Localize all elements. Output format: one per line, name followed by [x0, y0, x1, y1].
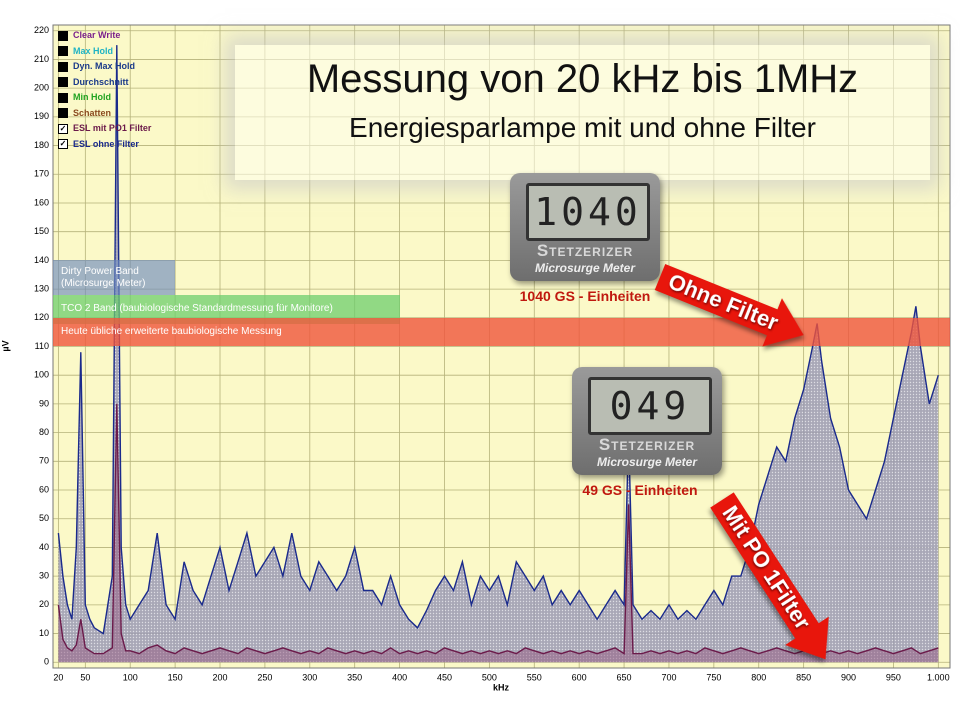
y-tick-label: 90 — [39, 398, 49, 408]
x-tick-label: 950 — [886, 672, 901, 682]
y-tick-label: 80 — [39, 427, 49, 437]
x-tick-label: 200 — [212, 672, 227, 682]
arrow-body — [654, 264, 804, 347]
legend-label: Durchschnitt — [73, 76, 129, 87]
x-tick-label: 900 — [841, 672, 856, 682]
arrow-shape — [710, 492, 829, 660]
x-tick-label: 500 — [482, 672, 497, 682]
arrow: Ohne Filter — [652, 257, 812, 356]
legend-checkbox — [58, 92, 68, 103]
x-tick-label: 750 — [706, 672, 721, 682]
meter-caption: 1040 GS - Einheiten — [519, 288, 651, 304]
y-tick-label: 180 — [34, 140, 49, 150]
y-tick-label: 30 — [39, 571, 49, 581]
legend-entry: Max Hold — [58, 44, 151, 60]
legend-checkbox — [58, 108, 68, 119]
x-tick-label: 550 — [527, 672, 542, 682]
legend-entry: ✓ ESL mit PO1 Filter — [58, 121, 151, 137]
y-tick-label: 0 — [44, 657, 49, 667]
x-tick-label: 250 — [257, 672, 272, 682]
y-tick-label: 140 — [34, 255, 49, 265]
x-tick-label: 20 — [53, 672, 63, 682]
y-tick-label: 10 — [39, 628, 49, 638]
meter-model: Microsurge Meter — [534, 261, 636, 275]
meter-brand: Stetzerizer — [536, 241, 634, 260]
y-tick-label: 200 — [34, 83, 49, 93]
meter: 1040 Stetzerizer Microsurge Meter — [510, 173, 660, 281]
legend-entry: ✓ ESL ohne Filter — [58, 137, 151, 153]
meter-display: 1040 — [526, 183, 650, 241]
series-line — [57, 403, 939, 655]
y-tick-label: 120 — [34, 312, 49, 322]
legend-label: ESL mit PO1 Filter — [73, 123, 152, 133]
x-tick-label: 450 — [437, 672, 452, 682]
y-tick-label: 130 — [34, 283, 49, 293]
y-tick-label: 220 — [34, 25, 49, 35]
legend: Clear Write Max Hold Dyn. Max Hold Durchsch… — [58, 28, 151, 152]
y-tick-label: 210 — [34, 54, 49, 64]
chart-subtitle: Energiesparlampe mit und ohne Filter — [349, 112, 816, 143]
x-tick-label: 600 — [572, 672, 587, 682]
legend-checkbox — [58, 30, 68, 41]
x-tick-label: 100 — [123, 672, 138, 682]
legend-checkbox: ✓ — [58, 123, 68, 134]
y-tick-label: 190 — [34, 111, 49, 121]
y-tick-label: 160 — [34, 197, 49, 207]
meter: 049 Stetzerizer Microsurge Meter — [572, 367, 722, 475]
meter-model: Microsurge Meter — [596, 455, 698, 469]
legend-entry: Durchschnitt — [58, 75, 151, 91]
legend-entry: Min Hold — [58, 90, 151, 106]
x-tick-label: 400 — [392, 672, 407, 682]
legend-entry: Clear Write — [58, 28, 151, 44]
y-tick-label: 100 — [34, 370, 49, 380]
y-tick-label: 150 — [34, 226, 49, 236]
legend-label: ESL ohne Filter — [73, 138, 139, 149]
x-tick-label: 1.000 — [927, 672, 950, 682]
y-axis-label: µV — [0, 340, 10, 351]
chart-title: Messung von 20 kHz bis 1MHz — [306, 57, 859, 101]
legend-entry: Schatten — [58, 106, 151, 122]
arrow-body — [710, 492, 829, 660]
legend-label: Max Hold — [73, 45, 114, 56]
legend-label: Dyn. Max Hold — [73, 61, 136, 71]
y-tick-label: 20 — [39, 599, 49, 609]
legend-label: Clear Write — [73, 30, 121, 40]
x-tick-label: 300 — [302, 672, 317, 682]
x-tick-label: 800 — [751, 672, 766, 682]
legend-checkbox — [58, 46, 68, 57]
series-area — [58, 45, 939, 663]
plot-frame — [52, 24, 951, 669]
series-line — [57, 45, 939, 635]
x-tick-label: 700 — [661, 672, 676, 682]
legend-checkbox — [58, 61, 68, 72]
x-tick-label: 650 — [617, 672, 632, 682]
x-tick-label: 350 — [347, 672, 362, 682]
arrow: Mit PO 1Filter — [704, 488, 844, 671]
meter-caption: 49 GS - Einheiten — [582, 482, 698, 498]
y-tick-label: 60 — [39, 484, 49, 494]
y-tick-label: 40 — [39, 542, 49, 552]
x-tick-label: 850 — [796, 672, 811, 682]
legend-label: Min Hold — [73, 92, 111, 102]
meter-display: 049 — [588, 377, 712, 435]
legend-entry: Dyn. Max Hold — [58, 59, 151, 75]
x-axis-label: kHz — [493, 682, 510, 692]
y-tick-label: 110 — [35, 341, 49, 351]
y-tick-label: 50 — [39, 513, 49, 523]
annotation-band: Heute übliche erweiterte baubiologische … — [53, 317, 950, 347]
y-tick-label: 170 — [34, 169, 49, 179]
y-tick-label: 70 — [39, 456, 49, 466]
arrow-shape — [654, 264, 804, 347]
x-tick-label: 150 — [168, 672, 183, 682]
legend-checkbox — [58, 77, 68, 88]
legend-checkbox: ✓ — [58, 139, 68, 150]
meter-brand: Stetzerizer — [598, 435, 696, 454]
legend-label: Schatten — [73, 107, 112, 118]
x-tick-label: 50 — [80, 672, 90, 682]
annotation-band: Dirty Power Band (Microsurge Meter) — [53, 260, 176, 295]
title-box: Messung von 20 kHz bis 1MHz Energiesparla… — [235, 45, 930, 180]
